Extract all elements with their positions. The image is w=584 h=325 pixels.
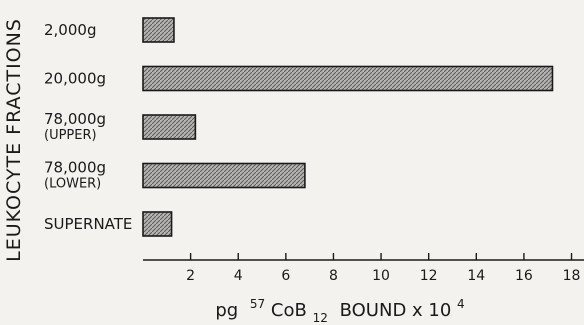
x-tick-label: 8: [329, 268, 338, 284]
y-axis-title: LEUKOCYTE FRACTIONS: [3, 18, 25, 262]
category-label: 78,000g (UPPER): [44, 110, 106, 143]
x-axis-title-element: CoB: [271, 300, 307, 321]
category-label-line: 78,000g: [44, 110, 106, 128]
x-tick-label: 18: [563, 268, 581, 284]
category-label: 78,000g (LOWER): [44, 159, 106, 192]
x-tick-label: 2: [186, 268, 195, 284]
x-axis-title-superscript: 57: [250, 297, 265, 311]
category-label-line: (LOWER): [44, 177, 101, 192]
bar: [142, 65, 554, 92]
bar: [142, 17, 175, 43]
bar: [142, 162, 306, 189]
x-axis-title-subscript: 12: [313, 311, 328, 325]
bar: [142, 211, 173, 237]
category-label-line: 78,000g: [44, 159, 106, 177]
x-tick-label: 6: [281, 268, 290, 284]
bars: [142, 17, 554, 237]
category-label: 2,000g: [44, 21, 96, 39]
bar: [142, 114, 197, 140]
y-axis-title-group: LEUKOCYTE FRACTIONS: [3, 18, 25, 262]
x-tick-label: 12: [420, 268, 438, 284]
category-label: SUPERNATE: [44, 215, 132, 233]
x-tick-label: 14: [467, 268, 485, 284]
x-tick-label: 16: [515, 268, 533, 284]
category-label: 20,000g: [44, 70, 106, 88]
x-tick-label: 4: [234, 268, 243, 284]
x-axis-title-suffix: BOUND x 10: [340, 300, 452, 321]
x-axis-title: pg 57 CoB 12 BOUND x 10 4: [215, 292, 464, 325]
x-tick-label: 10: [372, 268, 390, 284]
x-axis-title-exponent: 4: [457, 297, 465, 311]
x-axis-title-prefix: pg: [215, 300, 238, 321]
category-label-line: (UPPER): [44, 128, 97, 143]
x-axis-ticks: 2 4 6 8 10 12 14 16 18: [186, 253, 580, 284]
